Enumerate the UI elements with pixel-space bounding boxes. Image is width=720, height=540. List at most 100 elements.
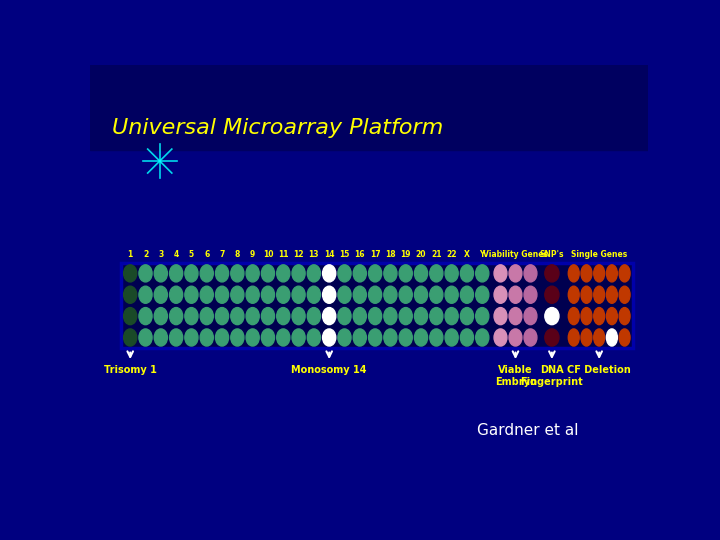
Ellipse shape [231,286,244,303]
Ellipse shape [185,329,198,346]
Ellipse shape [338,286,351,303]
Ellipse shape [292,329,305,346]
Ellipse shape [154,286,167,303]
Ellipse shape [231,329,244,346]
Ellipse shape [494,308,507,325]
Text: 21: 21 [431,250,441,259]
Ellipse shape [323,308,336,325]
Ellipse shape [307,308,320,325]
Ellipse shape [154,308,167,325]
Ellipse shape [369,329,382,346]
Text: 12: 12 [293,250,304,259]
Text: 6: 6 [204,250,210,259]
Text: CF Deletion: CF Deletion [567,365,631,375]
Ellipse shape [124,286,137,303]
Ellipse shape [139,308,152,325]
Ellipse shape [619,329,630,346]
Ellipse shape [169,308,183,325]
Text: 8: 8 [235,250,240,259]
Ellipse shape [606,308,617,325]
Ellipse shape [215,329,229,346]
Ellipse shape [261,286,274,303]
Text: 16: 16 [354,250,365,259]
Ellipse shape [169,329,183,346]
Ellipse shape [246,329,259,346]
Text: 5: 5 [189,250,194,259]
Text: Single Genes: Single Genes [571,250,627,259]
Ellipse shape [399,265,413,282]
Ellipse shape [594,329,605,346]
Ellipse shape [568,265,579,282]
Ellipse shape [384,329,397,346]
Ellipse shape [460,286,474,303]
Ellipse shape [139,286,152,303]
Ellipse shape [619,265,630,282]
Ellipse shape [445,329,458,346]
Ellipse shape [476,286,489,303]
Ellipse shape [215,265,229,282]
Text: Gardner et al: Gardner et al [477,423,579,438]
Ellipse shape [276,308,290,325]
Ellipse shape [445,265,458,282]
Ellipse shape [169,265,183,282]
Ellipse shape [369,265,382,282]
Ellipse shape [494,286,507,303]
Ellipse shape [581,265,592,282]
Ellipse shape [215,308,229,325]
Ellipse shape [399,286,413,303]
Ellipse shape [415,286,428,303]
Text: 13: 13 [309,250,319,259]
Ellipse shape [415,265,428,282]
Text: 18: 18 [385,250,396,259]
Ellipse shape [476,308,489,325]
Ellipse shape [246,265,259,282]
Ellipse shape [338,265,351,282]
Ellipse shape [323,329,336,346]
Ellipse shape [276,329,290,346]
Text: 10: 10 [263,250,273,259]
Text: 7: 7 [220,250,225,259]
Ellipse shape [509,308,522,325]
Ellipse shape [430,265,443,282]
FancyBboxPatch shape [121,262,632,348]
Text: 20: 20 [415,250,426,259]
Ellipse shape [494,265,507,282]
Ellipse shape [509,265,522,282]
Ellipse shape [460,308,474,325]
Ellipse shape [545,265,559,282]
Text: Viability Genes: Viability Genes [483,250,548,259]
Text: 11: 11 [278,250,289,259]
Ellipse shape [445,286,458,303]
Ellipse shape [494,329,507,346]
Ellipse shape [594,286,605,303]
Ellipse shape [154,329,167,346]
Text: 9: 9 [250,250,256,259]
Text: 15: 15 [339,250,350,259]
Ellipse shape [606,329,617,346]
Ellipse shape [476,329,489,346]
Text: 22: 22 [446,250,457,259]
Ellipse shape [606,286,617,303]
Ellipse shape [307,329,320,346]
Bar [90,65,648,150]
Ellipse shape [124,329,137,346]
Ellipse shape [307,286,320,303]
Ellipse shape [276,286,290,303]
Ellipse shape [354,286,366,303]
Ellipse shape [619,286,630,303]
Ellipse shape [261,329,274,346]
Ellipse shape [606,265,617,282]
Text: 14: 14 [324,250,334,259]
Text: SNP's: SNP's [540,250,564,259]
Ellipse shape [399,308,413,325]
Ellipse shape [594,308,605,325]
Ellipse shape [524,286,537,303]
Ellipse shape [594,265,605,282]
Ellipse shape [124,265,137,282]
Ellipse shape [185,286,198,303]
Ellipse shape [581,308,592,325]
Ellipse shape [384,265,397,282]
Ellipse shape [215,286,229,303]
Ellipse shape [524,329,537,346]
Ellipse shape [292,308,305,325]
